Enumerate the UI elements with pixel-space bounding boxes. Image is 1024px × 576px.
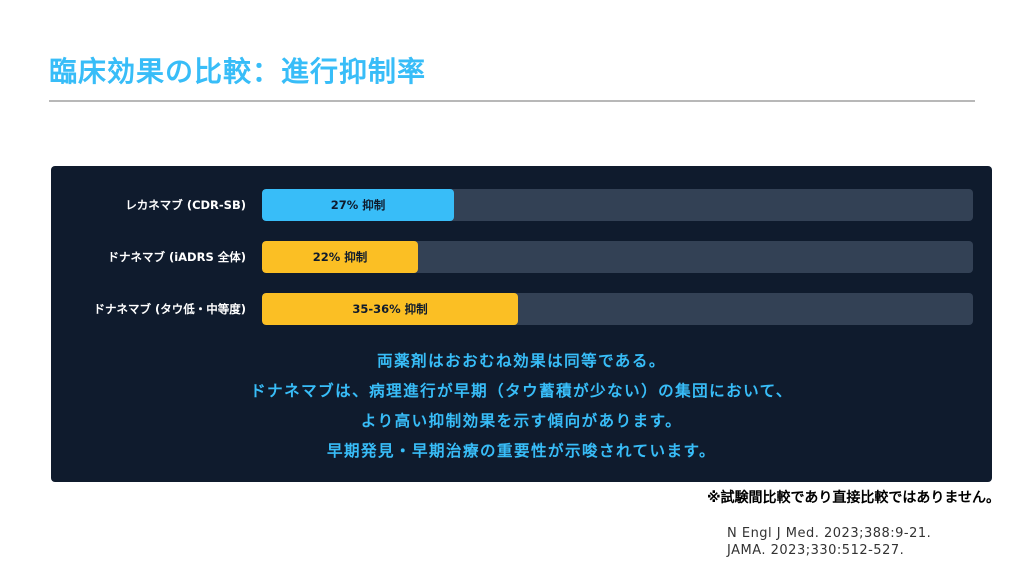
reference-item: JAMA. 2023;330:512-527. — [727, 543, 905, 558]
title-divider — [49, 100, 975, 102]
bar-category-label: ドナネマブ (タウ低・中等度) — [93, 302, 246, 316]
bar-value-label: 22% 抑制 — [312, 250, 368, 264]
chart-panel: レカネマブ (CDR-SB) 27% 抑制ドナネマブ (iADRS 全体) 22% … — [51, 166, 992, 482]
summary-line: 両薬剤はおおむね効果は同等である。 — [377, 352, 666, 370]
references: N Engl J Med. 2023;388:9-21. JAMA. 2023;… — [727, 525, 931, 559]
page-title: 臨床効果の比較：進行抑制率 — [49, 55, 427, 88]
bar — [262, 189, 454, 221]
bar-category-label: レカネマブ (CDR-SB) — [125, 198, 246, 212]
bar-track: 27% 抑制 — [262, 189, 973, 221]
summary-line: ドナネマブは、病理進行が早期（タウ蓄積が少ない）の集団において、 — [250, 382, 793, 400]
bar — [262, 241, 418, 273]
bar-value-label: 27% 抑制 — [330, 198, 386, 212]
reference-item: N Engl J Med. 2023;388:9-21. — [727, 526, 932, 541]
bar-value-label: 35-36% 抑制 — [352, 302, 428, 316]
bar — [262, 293, 518, 325]
summary-line: より高い抑制効果を示す傾向があります。 — [360, 412, 683, 430]
disclaimer-note: ※試験間比較であり直接比較ではありません。 — [706, 490, 1000, 506]
bar-category-label: ドナネマブ (iADRS 全体) — [107, 250, 246, 264]
summary-text: 両薬剤はおおむね効果は同等である。 ドナネマブは、病理進行が早期（タウ蓄積が少な… — [51, 346, 992, 466]
bar-track: 22% 抑制 — [262, 241, 973, 273]
summary-line: 早期発見・早期治療の重要性が示唆されています。 — [327, 442, 716, 460]
bar-track: 35-36% 抑制 — [262, 293, 973, 325]
